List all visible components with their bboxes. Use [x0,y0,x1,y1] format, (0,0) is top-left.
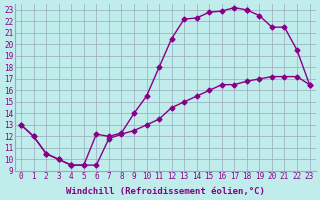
X-axis label: Windchill (Refroidissement éolien,°C): Windchill (Refroidissement éolien,°C) [66,187,265,196]
